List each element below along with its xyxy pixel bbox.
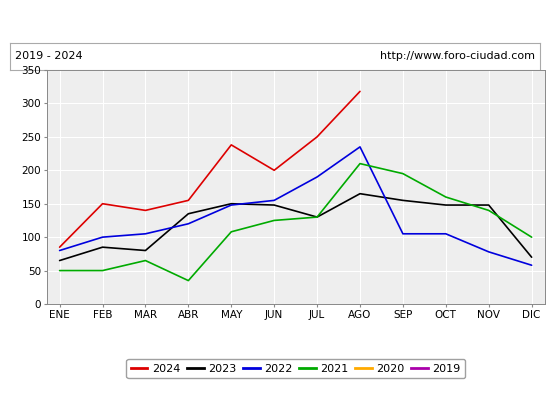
- Text: 2019 - 2024: 2019 - 2024: [15, 51, 83, 61]
- Legend: 2024, 2023, 2022, 2021, 2020, 2019: 2024, 2023, 2022, 2021, 2020, 2019: [126, 359, 465, 378]
- Text: http://www.foro-ciudad.com: http://www.foro-ciudad.com: [380, 51, 535, 61]
- Text: Evolucion Nº Turistas Extranjeros en el municipio de Masarac: Evolucion Nº Turistas Extranjeros en el …: [72, 14, 478, 28]
